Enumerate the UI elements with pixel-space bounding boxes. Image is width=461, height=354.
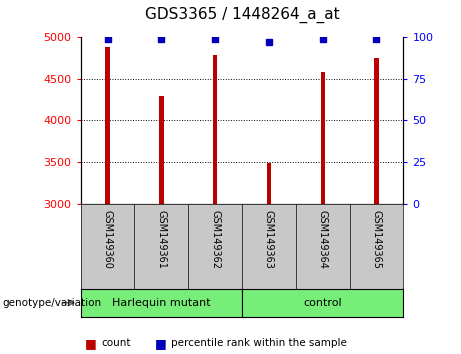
Text: ■: ■ bbox=[154, 337, 166, 350]
Text: control: control bbox=[303, 298, 342, 308]
Text: count: count bbox=[101, 338, 131, 348]
Text: Harlequin mutant: Harlequin mutant bbox=[112, 298, 211, 308]
Text: percentile rank within the sample: percentile rank within the sample bbox=[171, 338, 347, 348]
Text: genotype/variation: genotype/variation bbox=[2, 298, 101, 308]
Text: GSM149364: GSM149364 bbox=[318, 210, 328, 269]
Bar bbox=[374, 58, 378, 204]
Text: GSM149360: GSM149360 bbox=[102, 210, 112, 269]
Text: GSM149363: GSM149363 bbox=[264, 210, 274, 269]
Bar bbox=[320, 72, 325, 204]
Text: GDS3365 / 1448264_a_at: GDS3365 / 1448264_a_at bbox=[145, 7, 339, 23]
Bar bbox=[213, 55, 217, 204]
Bar bbox=[159, 96, 164, 204]
Text: GSM149365: GSM149365 bbox=[372, 210, 382, 269]
Text: ■: ■ bbox=[85, 337, 97, 350]
Text: GSM149362: GSM149362 bbox=[210, 210, 220, 269]
Text: GSM149361: GSM149361 bbox=[156, 210, 166, 269]
Bar bbox=[267, 163, 271, 204]
Bar bbox=[106, 47, 110, 204]
